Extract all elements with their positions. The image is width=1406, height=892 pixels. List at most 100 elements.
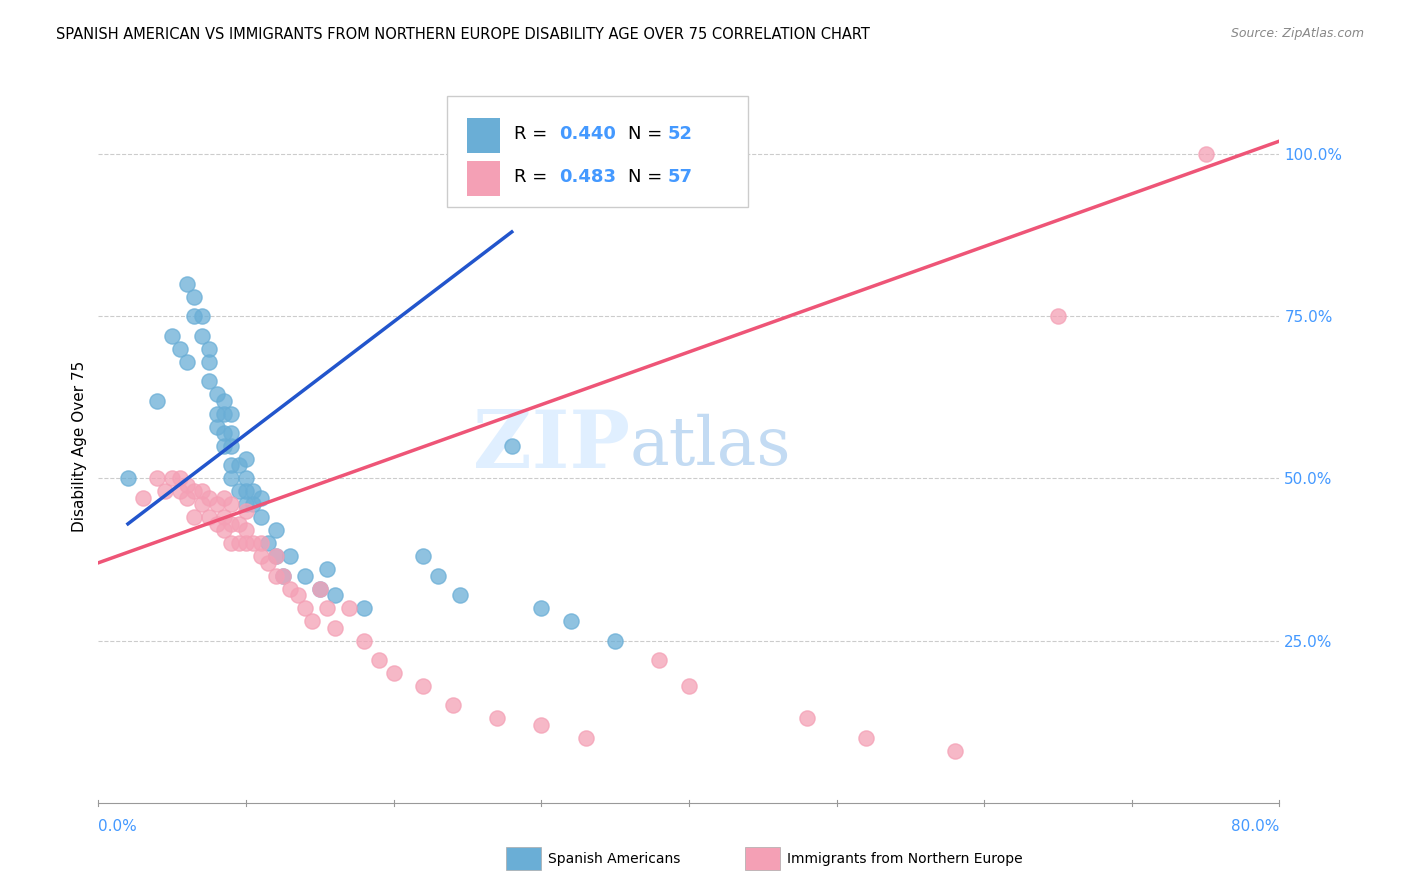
Point — [294, 568, 316, 582]
Text: R =: R = — [515, 168, 553, 186]
Point — [264, 549, 287, 564]
Point — [339, 601, 360, 615]
Point — [271, 568, 294, 582]
FancyBboxPatch shape — [447, 96, 748, 207]
Point — [219, 497, 242, 511]
Point — [309, 582, 332, 596]
Point — [648, 653, 671, 667]
Point — [228, 536, 250, 550]
Text: 52: 52 — [668, 125, 693, 143]
Point — [278, 582, 302, 596]
Point — [530, 718, 553, 732]
Point — [212, 439, 235, 453]
Point — [530, 601, 553, 615]
Text: SPANISH AMERICAN VS IMMIGRANTS FROM NORTHERN EUROPE DISABILITY AGE OVER 75 CORRE: SPANISH AMERICAN VS IMMIGRANTS FROM NORT… — [56, 27, 870, 42]
Point — [257, 556, 280, 570]
Point — [235, 471, 257, 485]
Point — [212, 491, 235, 505]
Point — [250, 510, 273, 524]
Point — [219, 516, 242, 531]
Point — [574, 731, 596, 745]
Text: Source: ZipAtlas.com: Source: ZipAtlas.com — [1230, 27, 1364, 40]
Point — [235, 504, 257, 518]
Point — [235, 484, 257, 499]
Point — [316, 601, 339, 615]
Text: N =: N = — [627, 168, 668, 186]
Point — [412, 679, 434, 693]
Text: 0.483: 0.483 — [560, 168, 616, 186]
Point — [219, 439, 242, 453]
Point — [855, 731, 877, 745]
Point — [796, 711, 818, 725]
Text: ZIP: ZIP — [472, 407, 630, 485]
Point — [176, 277, 198, 291]
Point — [153, 484, 176, 499]
Point — [382, 666, 405, 681]
Point — [301, 614, 323, 628]
Point — [219, 536, 242, 550]
Point — [183, 310, 205, 324]
Point — [235, 524, 257, 538]
Point — [323, 621, 346, 635]
Point — [205, 497, 228, 511]
Text: atlas: atlas — [630, 413, 792, 479]
Point — [250, 491, 273, 505]
Point — [205, 516, 228, 531]
Point — [169, 484, 191, 499]
Point — [132, 491, 155, 505]
Point — [257, 536, 280, 550]
Point — [294, 601, 316, 615]
Point — [427, 568, 450, 582]
Point — [264, 549, 287, 564]
Text: 0.440: 0.440 — [560, 125, 616, 143]
Point — [309, 582, 332, 596]
Point — [264, 568, 287, 582]
Point — [242, 484, 264, 499]
Point — [1046, 310, 1069, 324]
Point — [198, 510, 221, 524]
Point — [162, 471, 183, 485]
Point — [287, 588, 309, 602]
Y-axis label: Disability Age Over 75: Disability Age Over 75 — [72, 360, 87, 532]
Point — [169, 471, 191, 485]
Point — [205, 419, 228, 434]
Point — [501, 439, 523, 453]
Point — [146, 393, 169, 408]
Point — [250, 549, 273, 564]
Point — [205, 387, 228, 401]
Bar — [467, 118, 501, 153]
Point — [205, 407, 228, 421]
Point — [191, 310, 214, 324]
Point — [191, 497, 214, 511]
Text: 80.0%: 80.0% — [1232, 819, 1279, 834]
Point — [228, 516, 250, 531]
Point — [353, 601, 375, 615]
Point — [219, 458, 242, 473]
Text: 57: 57 — [668, 168, 693, 186]
Point — [412, 549, 434, 564]
Point — [228, 458, 250, 473]
Point — [117, 471, 139, 485]
Point — [219, 407, 242, 421]
Point — [235, 497, 257, 511]
Point — [183, 510, 205, 524]
Text: 0.0%: 0.0% — [98, 819, 138, 834]
Point — [198, 491, 221, 505]
Point — [169, 342, 191, 356]
Point — [235, 536, 257, 550]
Point — [1195, 147, 1218, 161]
Point — [228, 484, 250, 499]
Point — [162, 328, 183, 343]
Text: R =: R = — [515, 125, 553, 143]
Point — [198, 374, 221, 388]
Point — [943, 744, 966, 758]
Point — [219, 471, 242, 485]
Point — [183, 484, 205, 499]
Point — [212, 425, 235, 440]
Point — [250, 536, 273, 550]
Bar — [467, 161, 501, 196]
Point — [235, 452, 257, 467]
Point — [198, 354, 221, 368]
Point — [271, 568, 294, 582]
Point — [486, 711, 509, 725]
